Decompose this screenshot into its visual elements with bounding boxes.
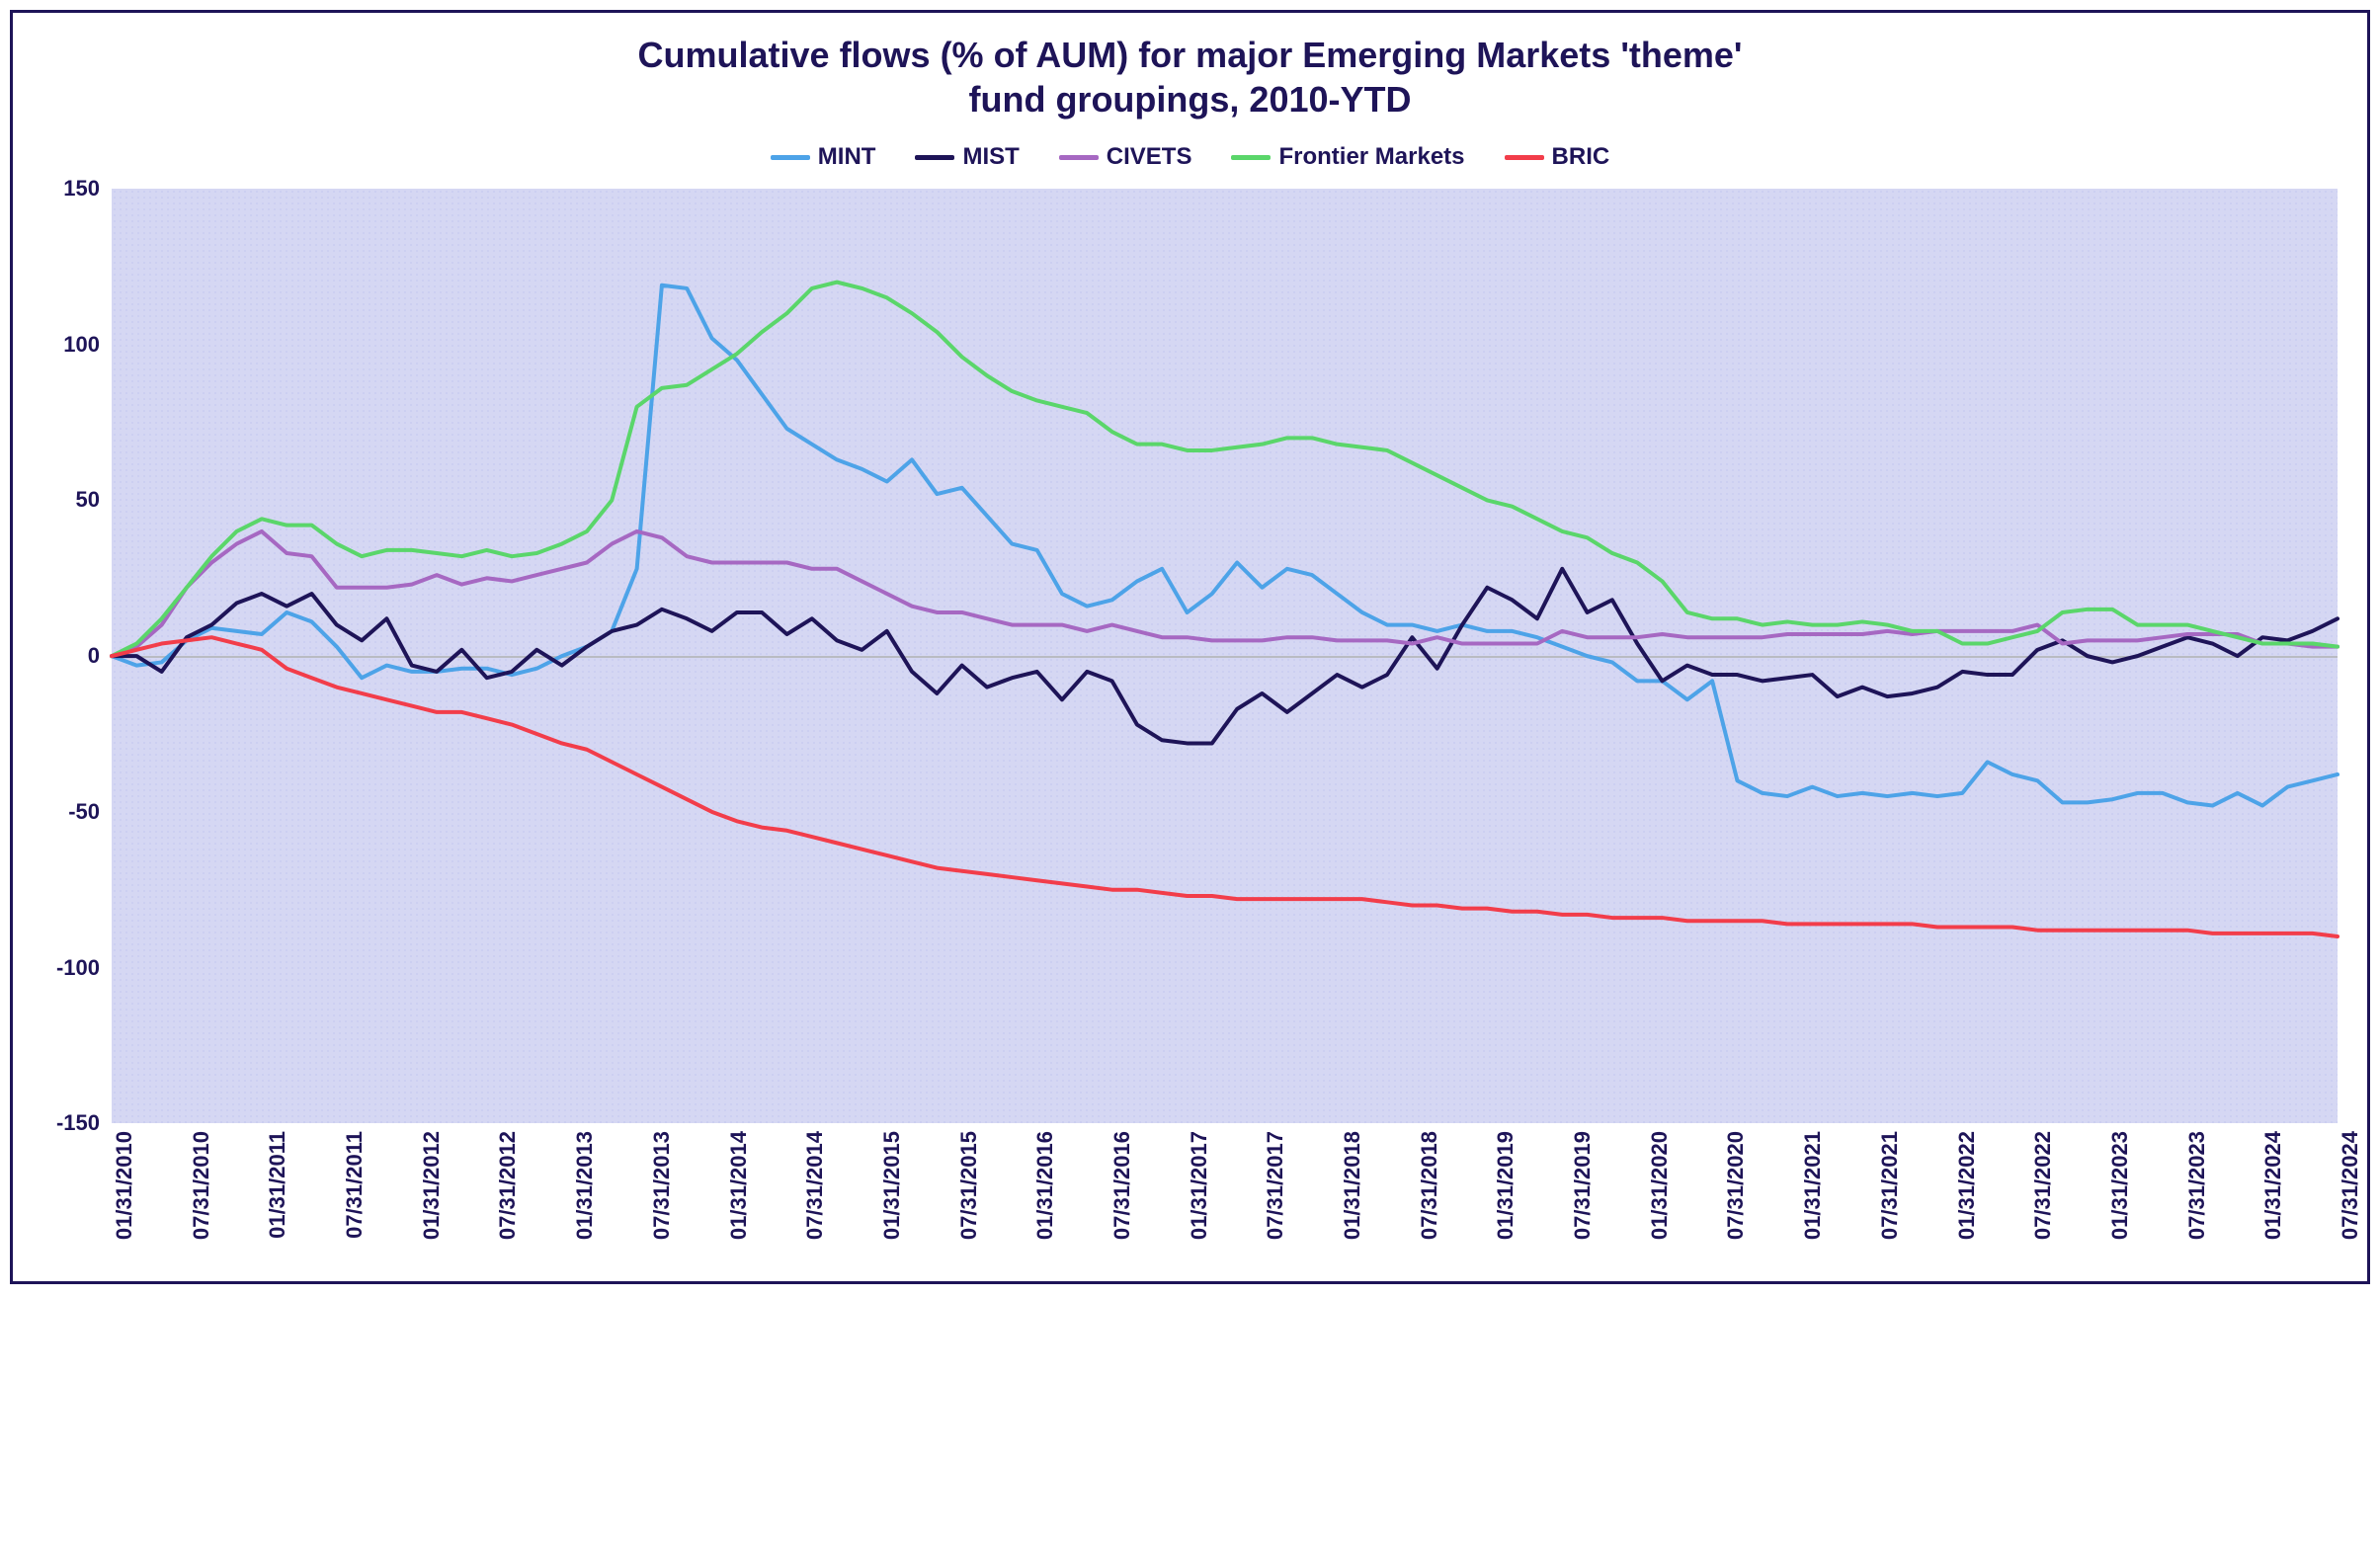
x-tick-label: 07/31/2015 [956,1131,982,1240]
y-tick-label: 0 [88,643,100,669]
x-tick-label: 07/31/2023 [2184,1131,2210,1240]
series-line-civets [112,531,2338,656]
x-tick-label: 01/31/2014 [726,1131,752,1240]
y-tick-label: 150 [63,176,100,202]
y-tick-label: -150 [56,1110,100,1136]
plot-area [112,189,2338,1123]
y-tick-label: 50 [76,487,100,513]
legend-item-mist: MIST [915,143,1019,171]
x-tick-label: 01/31/2011 [265,1131,290,1239]
x-tick-label: 07/31/2014 [802,1131,828,1240]
series-line-frontier-markets [112,283,2338,657]
x-tick-label: 01/31/2021 [1800,1131,1826,1240]
x-tick-label: 07/31/2013 [649,1131,675,1240]
x-tick-label: 07/31/2010 [189,1131,214,1240]
legend-item-bric: BRIC [1505,143,1610,171]
x-tick-label: 01/31/2024 [2260,1131,2286,1240]
legend-item-mint: MINT [771,143,876,171]
legend-swatch [1505,155,1544,160]
x-tick-label: 01/31/2020 [1647,1131,1673,1240]
legend-swatch [1231,155,1271,160]
x-tick-label: 07/31/2011 [342,1131,368,1239]
x-tick-label: 01/31/2017 [1187,1131,1212,1240]
title-line-1: Cumulative flows (% of AUM) for major Em… [638,35,1743,75]
x-tick-label: 07/31/2017 [1263,1131,1288,1240]
chart-lines-svg [112,189,2338,1123]
x-tick-label: 01/31/2015 [879,1131,905,1240]
x-tick-label: 01/31/2016 [1032,1131,1058,1240]
x-tick-label: 01/31/2019 [1493,1131,1518,1240]
legend-label: CIVETS [1107,143,1192,171]
y-tick-label: -50 [68,799,100,825]
legend-swatch [771,155,810,160]
y-tick-label: 100 [63,332,100,358]
legend: MINT MIST CIVETS Frontier Markets BRIC [23,143,2357,171]
legend-item-frontier-markets: Frontier Markets [1231,143,1464,171]
x-tick-label: 07/31/2021 [1877,1131,1903,1240]
chart-title: Cumulative flows (% of AUM) for major Em… [23,33,2357,122]
x-tick-label: 07/31/2018 [1417,1131,1442,1240]
x-tick-label: 01/31/2013 [572,1131,598,1240]
x-tick-label: 07/31/2020 [1723,1131,1749,1240]
x-tick-label: 01/31/2012 [419,1131,445,1240]
x-tick-label: 07/31/2024 [2338,1131,2363,1240]
x-tick-label: 01/31/2010 [112,1131,137,1240]
chart-frame: Cumulative flows (% of AUM) for major Em… [10,10,2370,1284]
x-tick-label: 07/31/2016 [1109,1131,1135,1240]
legend-swatch [1059,155,1099,160]
legend-label: MINT [818,143,876,171]
legend-label: MIST [962,143,1019,171]
x-tick-label: 07/31/2022 [2030,1131,2056,1240]
legend-item-civets: CIVETS [1059,143,1192,171]
y-tick-label: -100 [56,955,100,981]
x-tick-label: 07/31/2019 [1570,1131,1596,1240]
series-line-mist [112,569,2338,744]
x-tick-label: 07/31/2012 [495,1131,521,1240]
legend-label: Frontier Markets [1278,143,1464,171]
x-tick-label: 01/31/2022 [1954,1131,1980,1240]
legend-swatch [915,155,954,160]
title-line-2: fund groupings, 2010-YTD [968,79,1411,120]
x-tick-label: 01/31/2023 [2107,1131,2133,1240]
series-line-bric [112,637,2338,936]
x-tick-label: 01/31/2018 [1340,1131,1365,1240]
legend-label: BRIC [1552,143,1610,171]
plot-region: -150-100-50050100150 01/31/201007/31/201… [112,189,2338,1123]
